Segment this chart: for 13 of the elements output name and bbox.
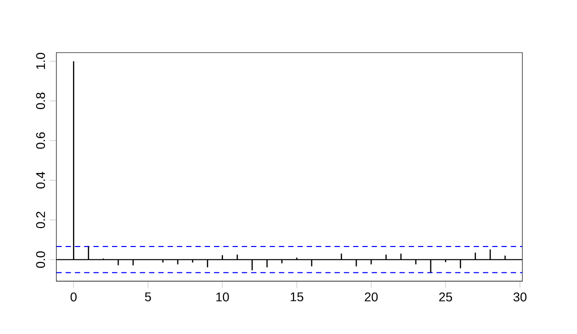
x-tick-label: 0 bbox=[70, 292, 77, 302]
y-tick-label: 1.0 bbox=[36, 53, 46, 70]
y-tick-label: 0.2 bbox=[36, 212, 46, 228]
y-tick-label: 0.8 bbox=[36, 92, 46, 110]
y-tick-label: 0.0 bbox=[36, 251, 46, 268]
x-tick-label: 25 bbox=[439, 292, 452, 302]
y-tick-label: 0.4 bbox=[36, 172, 46, 189]
x-tick-label: 10 bbox=[216, 292, 229, 302]
x-tick-label: 15 bbox=[290, 292, 304, 302]
x-tick-label: 5 bbox=[144, 292, 151, 302]
x-tick-label: 20 bbox=[364, 292, 378, 302]
x-tick-label: 30 bbox=[513, 292, 526, 302]
y-tick-label: 0.6 bbox=[36, 132, 46, 149]
